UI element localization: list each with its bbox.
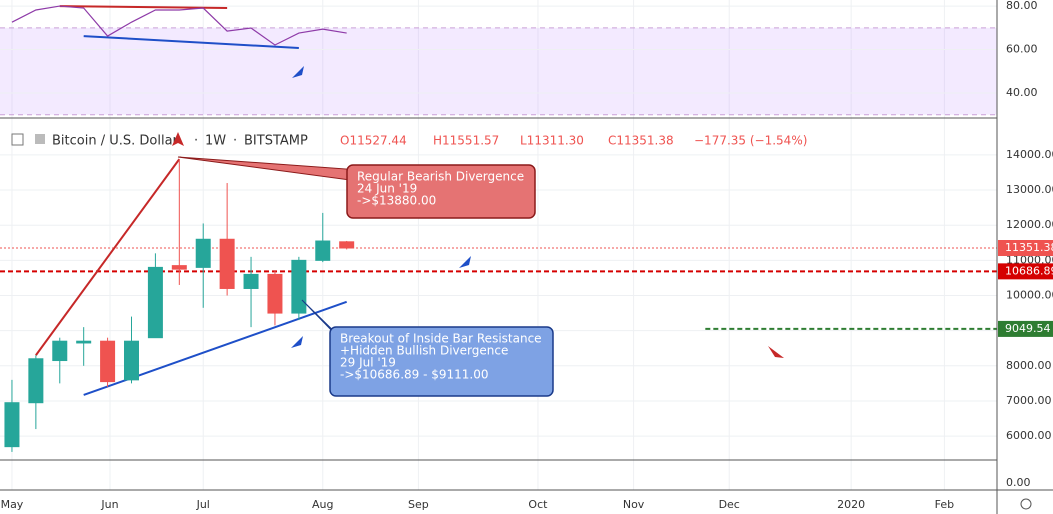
x-tick-label: May [1,498,24,511]
rocket-icon [768,346,784,358]
price-label-box [998,240,1053,257]
x-tick-label: Oct [528,498,548,511]
candle-body [291,259,307,314]
rocket-icon [291,336,303,348]
ohlc-low: L11311.30 [520,134,584,148]
y-tick-label: 7000.00 [1006,394,1052,407]
callout-text: ->$10686.89 - $9111.00 [340,368,489,382]
icon [35,134,45,144]
exchange: BITSTAMP [244,134,308,149]
rsi-line [11,5,347,46]
candle-body [339,241,355,249]
callout-text: 29 Jul '19 [340,356,396,370]
y-tick-label: 0.00 [1006,476,1031,489]
rockets [172,66,784,358]
rocket-icon [172,132,184,146]
ohlc-change: −177.35 (−1.54%) [694,134,807,148]
y-tick-label: 60.00 [1006,43,1038,56]
callout-text: +Hidden Bullish Divergence [340,344,508,358]
price-label: 10686.89 [1005,264,1053,277]
y-tick-label: 80.00 [1006,0,1038,12]
grid [0,0,997,490]
y-tick-label: 14000.00 [1006,148,1053,161]
y-tick-label: 6000.00 [1006,429,1052,442]
candle-body [267,273,283,314]
y-tick-label: 12000.00 [1006,218,1053,231]
ohlc-open: O11527.44 [340,134,407,148]
rocket-icon [292,66,304,78]
x-tick-label: Nov [623,498,645,511]
rocket-icon [459,256,471,268]
y-tick-label: 13000.00 [1006,183,1053,196]
trend-line [83,35,299,50]
y-tick-label: 11000.00 [1006,253,1053,266]
callout-text: ->$13880.00 [357,194,436,208]
x-tick-label: Dec [719,498,740,511]
x-tick-label: Jul [196,498,210,511]
price-label: 11351.38 [1005,241,1053,254]
candle-body [100,340,116,383]
rsi-band [0,27,997,115]
x-tick-label: 2020 [837,498,865,511]
price-label-box [998,263,1053,280]
x-tick-label: Jun [100,498,118,511]
ohlc-close: C11351.38 [608,134,674,148]
candle-body [171,265,187,270]
y-tick-label: 10000.00 [1006,289,1053,302]
callout-text: 24 Jun '19 [357,182,417,196]
x-tick-label: Sep [408,498,429,511]
interval: 1W [205,134,226,149]
trend-line [59,5,228,10]
candle-body [243,273,259,289]
candle-body [315,240,331,261]
candle-body [195,238,211,268]
candle-body [4,402,20,448]
callout [329,326,554,397]
callout [346,164,536,219]
symbol: Bitcoin / U.S. Dollar [52,134,179,149]
ohlc-high: H11551.57 [433,134,499,148]
callout-text: Regular Bearish Divergence [357,170,524,184]
icon [11,133,24,146]
y-tick-label: 8000.00 [1006,359,1052,372]
candle-body [147,266,163,339]
header: Bitcoin / U.S. Dollar · 1W · BITSTAMP O1… [11,133,807,149]
candle-body [123,340,139,381]
candle-body [219,238,235,289]
x-tick-label: Aug [312,498,333,511]
separator: · [194,134,198,149]
candle-body [28,358,44,404]
y-tick-label: 40.00 [1006,86,1038,99]
settings-icon[interactable] [1020,498,1032,510]
trend-line [35,158,181,356]
price-label-box [998,320,1053,337]
price-label: 9049.54 [1005,322,1051,335]
candle-body [76,340,92,344]
x-tick-label: Feb [935,498,954,511]
separator: · [233,134,237,149]
candle-body [52,340,68,362]
callout-text: Breakout of Inside Bar Resistance [340,332,542,346]
